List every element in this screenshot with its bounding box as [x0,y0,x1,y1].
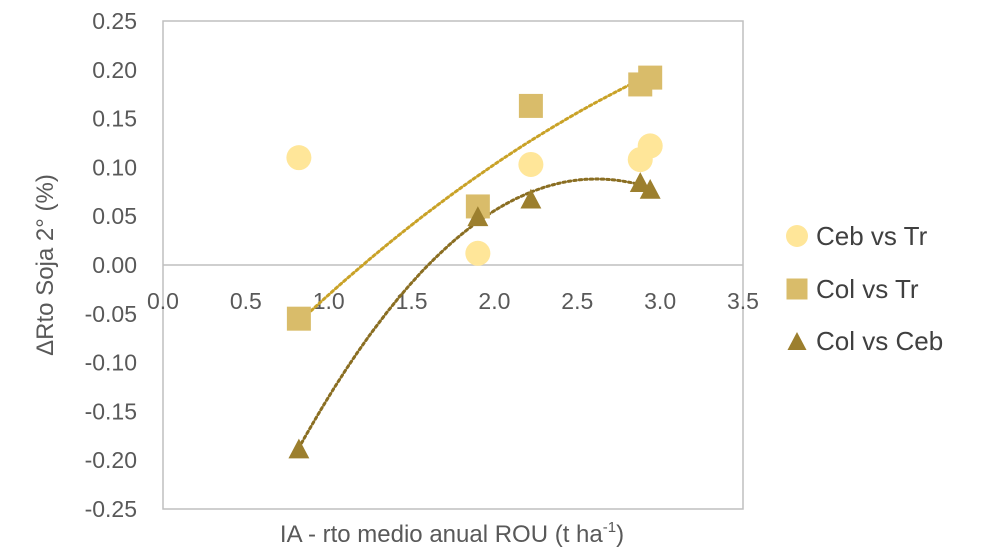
data-point-triangle [520,188,542,209]
y-tick-label: 0.25 [92,8,137,34]
data-point-circle [286,145,312,171]
y-axis-title: ΔRto Soja 2° (%) [32,174,59,356]
legend-marker-square [786,278,808,300]
legend-marker-triangle [787,332,807,350]
data-points [286,65,663,459]
x-tick-label: 1.5 [396,288,428,314]
y-tick-label: 0.20 [92,57,137,83]
legend: Ceb vs Tr Col vs Tr Col vs Ceb [786,221,943,356]
legend-label: Col vs Ceb [816,326,943,356]
data-point-circle [518,151,544,177]
data-point-circle [637,133,663,159]
trendline-1 [297,73,652,324]
x-tick-label: 2.5 [561,288,593,314]
data-point-square [286,306,311,331]
x-tick-label: 0.0 [147,288,179,314]
y-tick-label: -0.10 [85,350,137,376]
x-tick-label: 1.0 [313,288,345,314]
x-tick-label: 3.5 [727,288,759,314]
x-tick-labels: 0.0 0.5 1.0 1.5 2.0 2.5 3.0 3.5 [147,288,759,314]
y-tick-label: 0.05 [92,203,137,229]
data-point-circle [465,240,491,266]
y-tick-label: -0.15 [85,398,137,424]
data-point-triangle [467,206,489,227]
x-tick-label: 3.0 [644,288,676,314]
data-point-triangle [629,172,651,192]
y-tick-label: -0.25 [85,496,137,522]
data-point-triangle [288,438,310,459]
x-tick-label: 2.0 [478,288,510,314]
y-tick-label: 0.10 [92,154,137,180]
data-point-square [518,93,543,118]
data-point-square [638,65,663,90]
data-point-triangle [639,178,661,199]
y-tick-label: -0.20 [85,447,137,473]
y-tick-label: -0.05 [85,301,137,327]
x-axis-title-superscript: -1 [603,519,616,536]
x-axis-title-main: IA - rto medio anual ROU (t ha [280,521,603,548]
x-axis-title-end: ) [616,521,624,548]
x-tick-label: 0.5 [230,288,262,314]
legend-marker-circle [786,225,808,247]
x-axis-title: IA - rto medio anual ROU (t ha-1) [280,519,624,548]
y-tick-labels: 0.25 0.20 0.15 0.10 0.05 0.00 -0.05 -0.10 -0.15 -… [85,8,137,522]
legend-label: Ceb vs Tr [816,221,928,251]
y-tick-label: 0.15 [92,106,137,132]
y-tick-label: 0.00 [92,252,137,278]
legend-label: Col vs Tr [816,274,919,304]
